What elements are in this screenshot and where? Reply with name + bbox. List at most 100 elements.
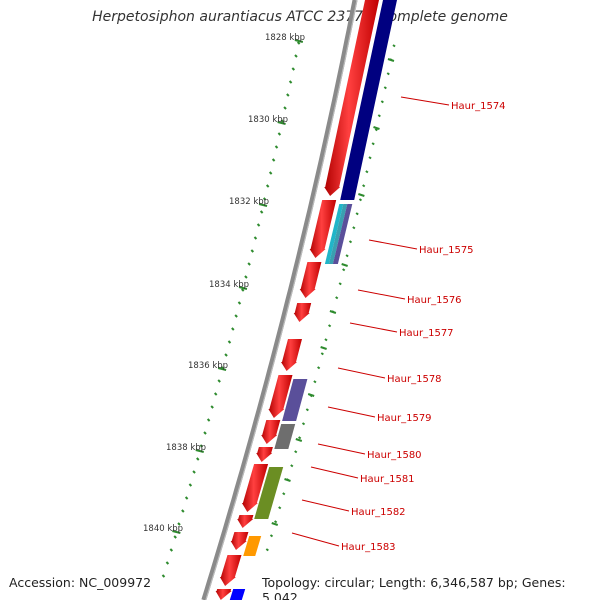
- scale-dot: [213, 392, 218, 396]
- scale-label: 1830 kbp: [248, 115, 288, 125]
- scale-dot: [368, 156, 372, 160]
- scale-dot: [327, 324, 332, 328]
- scale-dot: [269, 534, 274, 538]
- scale-dot: [277, 132, 282, 136]
- scale-tick: [238, 286, 248, 290]
- scale-dot: [352, 226, 356, 230]
- backbone-highlight: [205, 0, 358, 600]
- scale-dot: [317, 366, 321, 370]
- scale-dot: [374, 128, 378, 132]
- scale-tick: [195, 449, 204, 453]
- forward-gene-arrow: [268, 375, 293, 418]
- forward-gene-arrow: [309, 200, 337, 258]
- gene-label-leader: [400, 96, 450, 106]
- forward-gene-arrow: [299, 262, 322, 298]
- map-title: Herpetosiphon aurantiacus ATCC 23779, co…: [92, 9, 508, 25]
- scale-dot: [288, 80, 293, 84]
- gene-label: Haur_1576: [407, 295, 462, 306]
- scale-dot: [161, 574, 166, 578]
- gene-label-leader: [301, 499, 350, 512]
- gene-label: Haur_1578: [387, 374, 442, 385]
- scale-dot: [247, 262, 251, 266]
- gene-label-leader: [310, 466, 359, 479]
- gene-label-leader: [317, 443, 366, 455]
- scale-dot: [244, 275, 248, 279]
- scale-tick: [307, 393, 315, 397]
- gene-label-leader: [337, 367, 386, 379]
- scale-label: 1834 kbp: [209, 280, 249, 290]
- scale-dot: [241, 288, 245, 292]
- reverse-gene-haur-1582: [254, 467, 284, 519]
- scale-tick: [172, 530, 181, 534]
- forward-gene-arrow: [241, 464, 269, 512]
- reverse-gene-haur-1575: [324, 204, 344, 264]
- scale-dot: [265, 184, 270, 188]
- scale-label: 1828 kbp: [265, 33, 305, 43]
- forward-gene-arrow: [261, 420, 281, 444]
- scale-dot: [371, 142, 375, 146]
- reverse-gene-haur-1583: [243, 536, 262, 556]
- scale-dot: [355, 212, 359, 216]
- scale-dot: [184, 496, 189, 500]
- scale-dot: [283, 106, 287, 110]
- scale-label: 1836 kbp: [188, 361, 228, 371]
- scale-dot: [324, 338, 328, 342]
- scale-tick: [329, 310, 337, 314]
- gene-label-leader: [291, 532, 340, 547]
- forward-gene-arrow: [219, 555, 242, 586]
- scale-tick: [387, 58, 395, 62]
- scale-dot: [296, 41, 301, 45]
- scale-dot: [345, 254, 349, 258]
- scale-tick: [341, 263, 348, 267]
- forward-gene-arrow: [230, 532, 249, 550]
- scale-dot: [181, 509, 185, 513]
- scale-dot: [335, 296, 339, 300]
- forward-gene-arrow: [293, 303, 312, 322]
- scale-dot: [259, 210, 264, 214]
- scale-dot: [380, 100, 384, 104]
- scale-dot: [203, 431, 207, 435]
- scale-dot: [206, 418, 211, 422]
- scale-dot: [298, 436, 302, 440]
- scale-dot: [265, 548, 269, 552]
- scale-dot: [177, 522, 181, 526]
- scale-dot: [291, 67, 296, 71]
- scale-dot: [268, 171, 273, 175]
- scale-dot: [227, 340, 232, 344]
- gene-label-leader: [349, 322, 398, 333]
- scale-dot: [377, 114, 381, 118]
- scale-dot: [294, 450, 298, 454]
- scale-dot: [271, 158, 276, 162]
- scale-tick: [295, 438, 303, 442]
- scale-tick: [277, 121, 286, 125]
- scale-label: 1832 kbp: [229, 197, 269, 207]
- forward-gene-arrow: [215, 589, 232, 600]
- reverse-gene-haur-1574: [340, 0, 397, 200]
- scale-dot: [286, 93, 290, 97]
- scale-tick: [373, 126, 380, 130]
- scale-dot: [173, 535, 177, 539]
- scale-dot: [282, 492, 286, 496]
- forward-gene-arrow: [281, 339, 302, 371]
- reverse-gene-haur-1575: [332, 204, 353, 264]
- scale-dot: [348, 240, 353, 244]
- scale-dot: [192, 470, 196, 474]
- gene-label: Haur_1575: [419, 245, 474, 256]
- scale-dot: [262, 197, 267, 201]
- forward-gene-arrow: [324, 0, 379, 196]
- forward-gene-arrow: [256, 447, 273, 462]
- scale-dot: [165, 561, 170, 565]
- scale-dot: [280, 119, 284, 123]
- scale-dot: [383, 86, 387, 90]
- scale-dot: [274, 145, 279, 149]
- scale-dot: [199, 444, 204, 448]
- gene-label: Haur_1582: [351, 507, 406, 518]
- reverse-gene-haur-1579: [282, 379, 308, 421]
- scale-dot: [169, 548, 174, 552]
- scale-dot: [338, 282, 342, 286]
- scale-dot: [237, 301, 242, 305]
- scale-label: 1840 kbp: [143, 524, 183, 534]
- forward-gene-arrow: [237, 515, 254, 528]
